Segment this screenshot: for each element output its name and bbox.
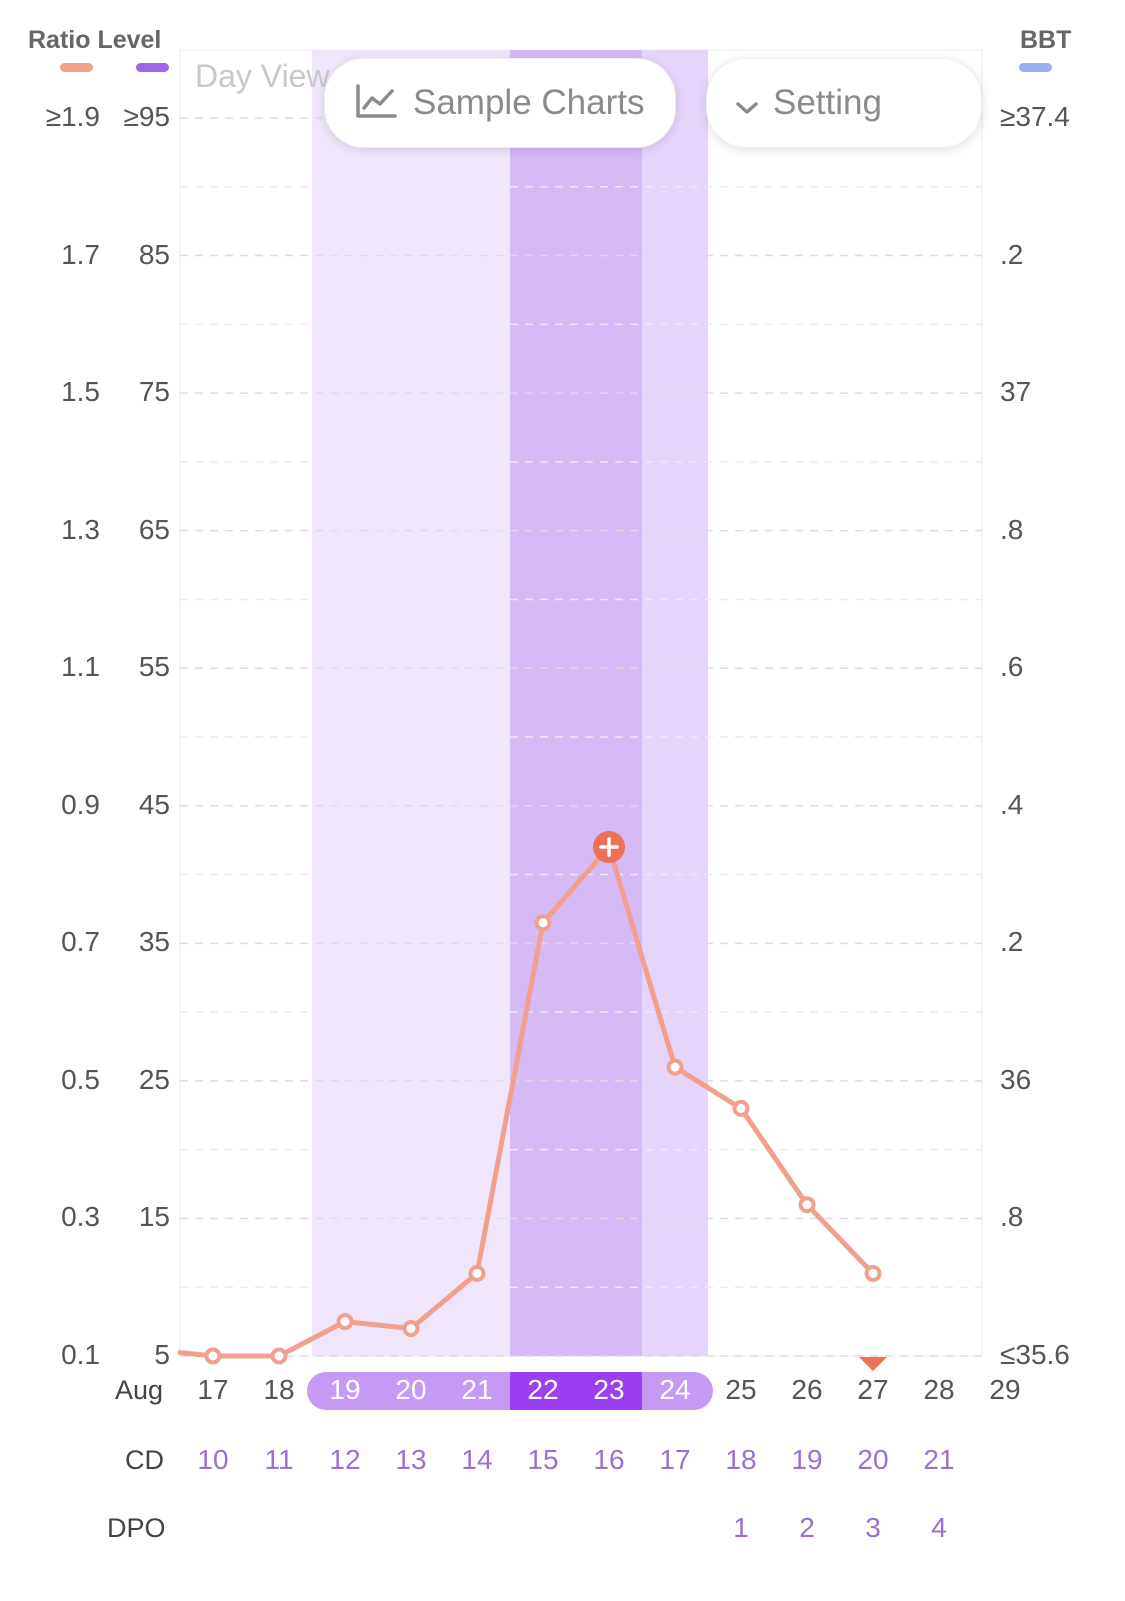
cd-cell: 21 — [923, 1444, 955, 1475]
bbt-tick-label: .2 — [1000, 926, 1024, 958]
ratio-tick-label: 1.1 — [61, 651, 100, 683]
legend-bbt-title: BBT — [1020, 26, 1072, 54]
level-tick-label: 35 — [138, 926, 170, 958]
ratio-tick-label: 0.7 — [61, 926, 100, 958]
date-cell[interactable]: 27 — [857, 1374, 889, 1405]
date-cell[interactable]: 22 — [527, 1374, 559, 1405]
bbt-tick-label: .6 — [1000, 651, 1024, 683]
ratio-point — [468, 1264, 486, 1282]
date-cell[interactable]: 28 — [923, 1374, 955, 1405]
today-marker-icon — [859, 1357, 887, 1371]
legend-bbt-swatch — [1019, 63, 1052, 72]
sample-charts-label: Sample Charts — [413, 83, 645, 122]
ratio-point — [864, 1264, 882, 1282]
ratio-point — [402, 1319, 420, 1337]
dpo-cell: 3 — [865, 1512, 881, 1543]
ratio-tick-label: 1.3 — [61, 513, 100, 545]
setting-button[interactable]: Setting — [706, 58, 982, 148]
dpo-cell: 2 — [799, 1512, 815, 1543]
date-cell[interactable]: 23 — [593, 1374, 625, 1405]
date-cell[interactable]: 25 — [725, 1374, 757, 1405]
date-cell[interactable]: 18 — [263, 1374, 295, 1405]
ratio-point — [798, 1196, 816, 1214]
ratio-point — [534, 914, 552, 932]
bbt-tick-label: 36 — [1000, 1063, 1032, 1095]
level-tick-label: 45 — [138, 788, 170, 820]
peak-date-pill — [510, 1372, 642, 1410]
date-cell[interactable]: 17 — [197, 1374, 229, 1405]
ratio-tick-label: 0.9 — [61, 788, 100, 820]
line-chart-icon — [355, 83, 397, 129]
date-cell[interactable]: 20 — [395, 1374, 427, 1405]
dpo-row-label: DPO — [107, 1513, 166, 1543]
cd-cell: 17 — [659, 1444, 691, 1475]
date-cell[interactable]: 26 — [791, 1374, 823, 1405]
cd-cell: 18 — [725, 1444, 757, 1475]
ratio-point — [204, 1347, 222, 1365]
ratio-tick-label: 0.1 — [61, 1339, 100, 1370]
month-label: Aug — [115, 1375, 164, 1405]
bbt-tick-label: ≥37.4 — [1000, 101, 1070, 132]
post-peak-band — [642, 50, 708, 1356]
cd-cell: 10 — [197, 1444, 229, 1475]
cd-cell: 12 — [329, 1444, 361, 1475]
level-tick-label: 15 — [138, 1201, 170, 1233]
date-cell[interactable]: 19 — [329, 1374, 361, 1405]
chevron-down-icon — [735, 85, 759, 125]
ratio-point — [336, 1313, 354, 1331]
date-cell[interactable]: 21 — [461, 1374, 493, 1405]
legend-ratio-level-title: Ratio Level — [28, 26, 162, 54]
bbt-tick-label: .8 — [1000, 1201, 1024, 1233]
legend-ratio-swatch — [60, 63, 93, 72]
day-view-toggle[interactable]: Day View — [195, 58, 330, 94]
ratio-series-line — [177, 844, 876, 1359]
level-tick-label: ≥95 — [123, 101, 170, 132]
dpo-cell: 1 — [733, 1512, 749, 1543]
bbt-tick-label: .8 — [1000, 513, 1024, 545]
peak-window-band — [510, 50, 642, 1356]
ratio-point — [270, 1347, 288, 1365]
date-cell[interactable]: 29 — [989, 1374, 1021, 1405]
sample-charts-button[interactable]: Sample Charts — [324, 58, 676, 148]
cd-cell: 16 — [593, 1444, 625, 1475]
cd-cell: 19 — [791, 1444, 823, 1475]
cd-cell: 13 — [395, 1444, 427, 1475]
ratio-tick-label: 1.5 — [61, 376, 100, 408]
setting-label: Setting — [773, 83, 882, 122]
bbt-tick-label: .2 — [1000, 238, 1024, 270]
cd-cell: 11 — [264, 1444, 294, 1475]
level-tick-label: 25 — [138, 1063, 170, 1095]
level-tick-label: 5 — [154, 1339, 170, 1370]
bbt-tick-label: ≤35.6 — [1000, 1339, 1070, 1370]
cd-row-label: CD — [125, 1445, 164, 1475]
cd-cell: 14 — [461, 1444, 493, 1475]
ratio-tick-label: 0.3 — [61, 1201, 100, 1233]
level-tick-label: 65 — [138, 513, 170, 545]
bbt-tick-label: .4 — [1000, 788, 1024, 820]
level-tick-label: 85 — [138, 238, 170, 270]
level-tick-label: 75 — [138, 376, 170, 408]
date-cell[interactable]: 24 — [659, 1374, 691, 1405]
bbt-tick-label: 37 — [1000, 376, 1032, 408]
cd-cell: 20 — [857, 1444, 889, 1475]
ratio-tick-label: ≥1.9 — [45, 101, 100, 132]
dpo-cell: 4 — [931, 1512, 947, 1543]
level-tick-label: 55 — [138, 651, 170, 683]
ratio-tick-label: 1.7 — [61, 238, 100, 270]
legend-level-swatch — [136, 63, 169, 72]
ratio-point — [732, 1099, 750, 1117]
ratio-point — [666, 1058, 684, 1076]
cd-cell: 15 — [527, 1444, 559, 1475]
ratio-tick-label: 0.5 — [61, 1063, 100, 1095]
